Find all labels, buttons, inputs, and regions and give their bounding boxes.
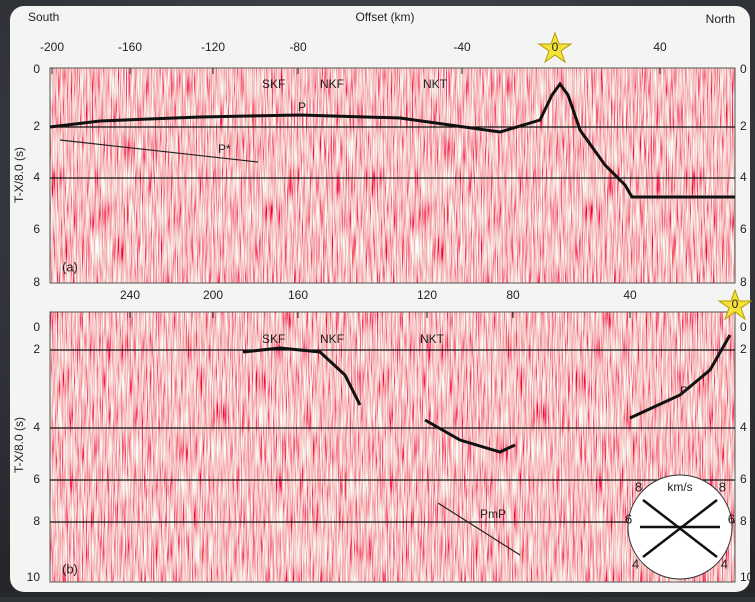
x-tick-label: -200 xyxy=(40,40,64,54)
annotation: NKF xyxy=(320,77,344,91)
y-tick-label-right: 6 xyxy=(740,222,747,236)
axis-title: Offset (km) xyxy=(355,10,414,24)
annotation: NKT xyxy=(423,77,448,91)
x-tick-label: 40 xyxy=(623,288,637,302)
inset-label: 4 xyxy=(632,556,639,571)
annotation: P* xyxy=(218,142,231,156)
inset-label: 6 xyxy=(728,511,735,526)
y-tick-label: 8 xyxy=(33,275,40,289)
panel-label: (b) xyxy=(62,561,78,576)
y-tick-label-right: 4 xyxy=(740,420,747,434)
annotation: P xyxy=(298,100,306,114)
x-tick-label: 160 xyxy=(288,288,308,302)
x-tick-label: -80 xyxy=(289,40,307,54)
x-tick-label: -160 xyxy=(118,40,142,54)
y-tick-label-right: 4 xyxy=(740,170,747,184)
annotation: NKF xyxy=(320,332,344,346)
y-tick-label-right: 0 xyxy=(740,320,747,334)
panel-label: (a) xyxy=(62,259,78,274)
x-tick-label: 240 xyxy=(120,288,140,302)
y-tick-label-right: 10 xyxy=(740,570,754,584)
annotation: SKF xyxy=(262,332,285,346)
y-tick-label: 2 xyxy=(33,119,40,133)
inset-label: 6 xyxy=(625,511,632,526)
annotation: P xyxy=(680,384,688,398)
y-tick-label-right: 6 xyxy=(740,472,747,486)
inset-title: km/s xyxy=(667,480,692,494)
x-tick-label: -40 xyxy=(453,40,471,54)
annotation: NKT xyxy=(420,332,445,346)
y-tick-label: 0 xyxy=(33,62,40,76)
y-tick-label-right: 8 xyxy=(740,275,747,289)
south-label: South xyxy=(28,10,59,24)
y-tick-label-right: 8 xyxy=(740,514,747,528)
y-tick-label: 6 xyxy=(33,222,40,236)
y-tick-label: 10 xyxy=(27,570,41,584)
x-tick-label: -120 xyxy=(201,40,225,54)
y-tick-label: 2 xyxy=(33,342,40,356)
page: South Offset (km) North 0 (a) SKF NKF NK… xyxy=(0,0,755,597)
x-tick-label: 80 xyxy=(506,288,520,302)
y-axis-label: T-X/8.0 (s) xyxy=(12,147,26,203)
inset-label: 8 xyxy=(635,479,642,494)
y-tick-label: 4 xyxy=(33,170,40,184)
x-tick-label: 40 xyxy=(653,40,667,54)
y-axis-label: T-X/8.0 (s) xyxy=(12,417,26,473)
annotation: PmP xyxy=(480,507,506,521)
y-tick-label: 0 xyxy=(33,320,40,334)
annotation: SKF xyxy=(262,77,285,91)
y-tick-label: 4 xyxy=(33,420,40,434)
y-tick-label: 6 xyxy=(33,472,40,486)
inset-label: 4 xyxy=(721,556,728,571)
x-tick-label: 200 xyxy=(203,288,223,302)
x-tick-label: 120 xyxy=(417,288,437,302)
y-tick-label: 8 xyxy=(33,514,40,528)
star-label: 0 xyxy=(732,297,739,311)
seismic-section-a xyxy=(50,68,735,283)
figure: South Offset (km) North 0 (a) SKF NKF NK… xyxy=(0,0,755,597)
y-tick-label-right: 2 xyxy=(740,342,747,356)
y-tick-label-right: 2 xyxy=(740,119,747,133)
inset-label: 8 xyxy=(719,479,726,494)
north-label: North xyxy=(706,12,735,26)
star-label: 0 xyxy=(552,40,559,54)
y-tick-label-right: 0 xyxy=(740,62,747,76)
